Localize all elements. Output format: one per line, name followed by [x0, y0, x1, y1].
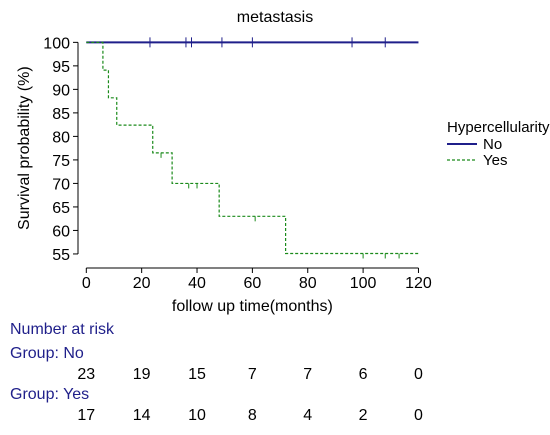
x-tick-label: 120: [405, 275, 432, 292]
series-line-yes: [86, 41, 419, 255]
legend-title: Hypercellularity: [447, 119, 550, 136]
risk-count: 23: [77, 366, 96, 383]
risk-count: 6: [358, 366, 368, 383]
y-tick-label: 95: [52, 59, 70, 76]
y-tick-label: 55: [52, 247, 70, 264]
risk-count: 10: [188, 407, 206, 424]
risk-count: 0: [414, 366, 423, 383]
risk-count: 7: [247, 366, 257, 383]
risk-count: 0: [414, 407, 423, 424]
risk-group-no-label: Group: No: [10, 345, 84, 362]
risk-table-title: Number at risk: [10, 321, 115, 338]
risk-count: 8: [247, 407, 257, 424]
x-tick-label: 60: [243, 275, 261, 292]
y-tick-label: 80: [52, 129, 70, 146]
y-axis-label: Survival probability (%): [16, 66, 33, 230]
risk-count: 17: [77, 407, 96, 424]
x-tick-label: 40: [188, 275, 206, 292]
risk-count: 7: [303, 366, 313, 383]
risk-count: 4: [303, 407, 313, 424]
y-tick-label: 60: [52, 223, 70, 240]
survival-chart: metastasis 55 60 65 70 75 80 85 90 95 100 0 20 40 60 80…: [16, 9, 550, 315]
risk-count: 14: [132, 407, 151, 424]
risk-count: 19: [132, 366, 151, 383]
risk-count: 15: [188, 366, 206, 383]
risk-group-yes-label: Group: Yes: [10, 386, 90, 403]
y-tick-label: 70: [52, 176, 70, 193]
chart-title: metastasis: [237, 9, 313, 26]
x-tick-label: 0: [82, 275, 91, 292]
y-tick-label: 85: [52, 106, 70, 123]
x-tick-label: 100: [350, 275, 377, 292]
y-tick-label: 100: [43, 35, 70, 52]
y-tick-label: 65: [52, 200, 70, 217]
risk-count: 2: [358, 407, 368, 424]
legend-label-yes: Yes: [483, 152, 507, 169]
x-tick-label: 80: [299, 275, 317, 292]
y-tick-label: 75: [52, 153, 70, 170]
x-axis-label: follow up time(months): [172, 298, 333, 315]
x-tick-label: 20: [133, 275, 151, 292]
y-tick-label: 90: [52, 82, 70, 99]
legend-label-no: No: [483, 136, 502, 153]
